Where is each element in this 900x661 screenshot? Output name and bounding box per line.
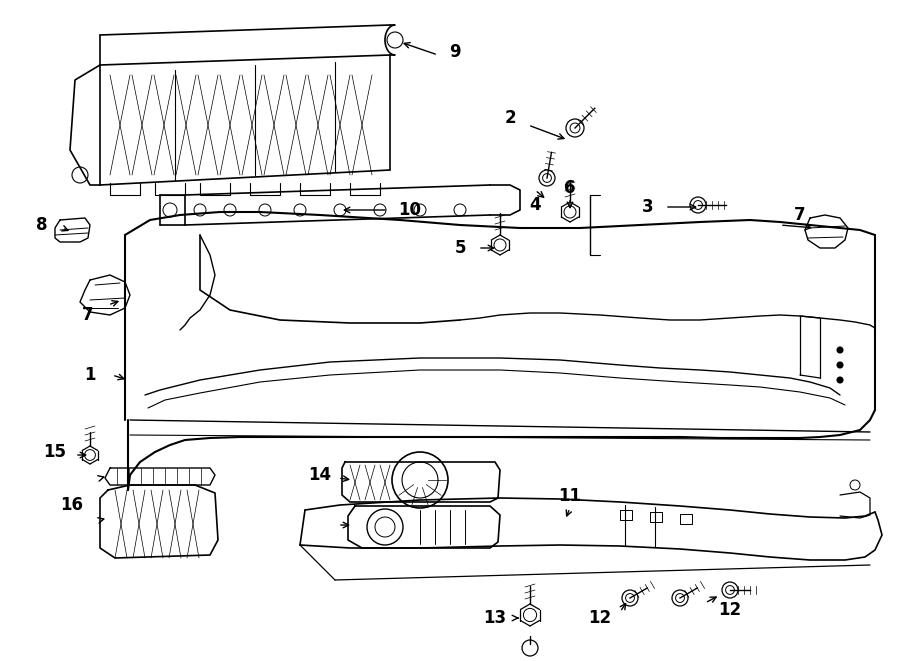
Text: 4: 4 (529, 196, 541, 214)
Text: 7: 7 (794, 206, 806, 224)
Text: 1: 1 (85, 366, 95, 384)
Text: 11: 11 (559, 487, 581, 505)
Text: 14: 14 (309, 466, 331, 484)
Text: 8: 8 (36, 216, 48, 234)
Text: 15: 15 (43, 443, 67, 461)
Text: 2: 2 (504, 109, 516, 127)
Text: 10: 10 (399, 201, 421, 219)
Circle shape (837, 347, 843, 353)
Text: 13: 13 (483, 609, 507, 627)
Circle shape (837, 362, 843, 368)
Text: 16: 16 (60, 496, 84, 514)
Text: 7: 7 (82, 306, 94, 324)
Text: 9: 9 (449, 43, 461, 61)
Text: 3: 3 (643, 198, 653, 216)
Text: 5: 5 (454, 239, 466, 257)
Text: 6: 6 (564, 179, 576, 197)
Circle shape (837, 377, 843, 383)
Text: 12: 12 (589, 609, 612, 627)
Text: 12: 12 (718, 601, 742, 619)
